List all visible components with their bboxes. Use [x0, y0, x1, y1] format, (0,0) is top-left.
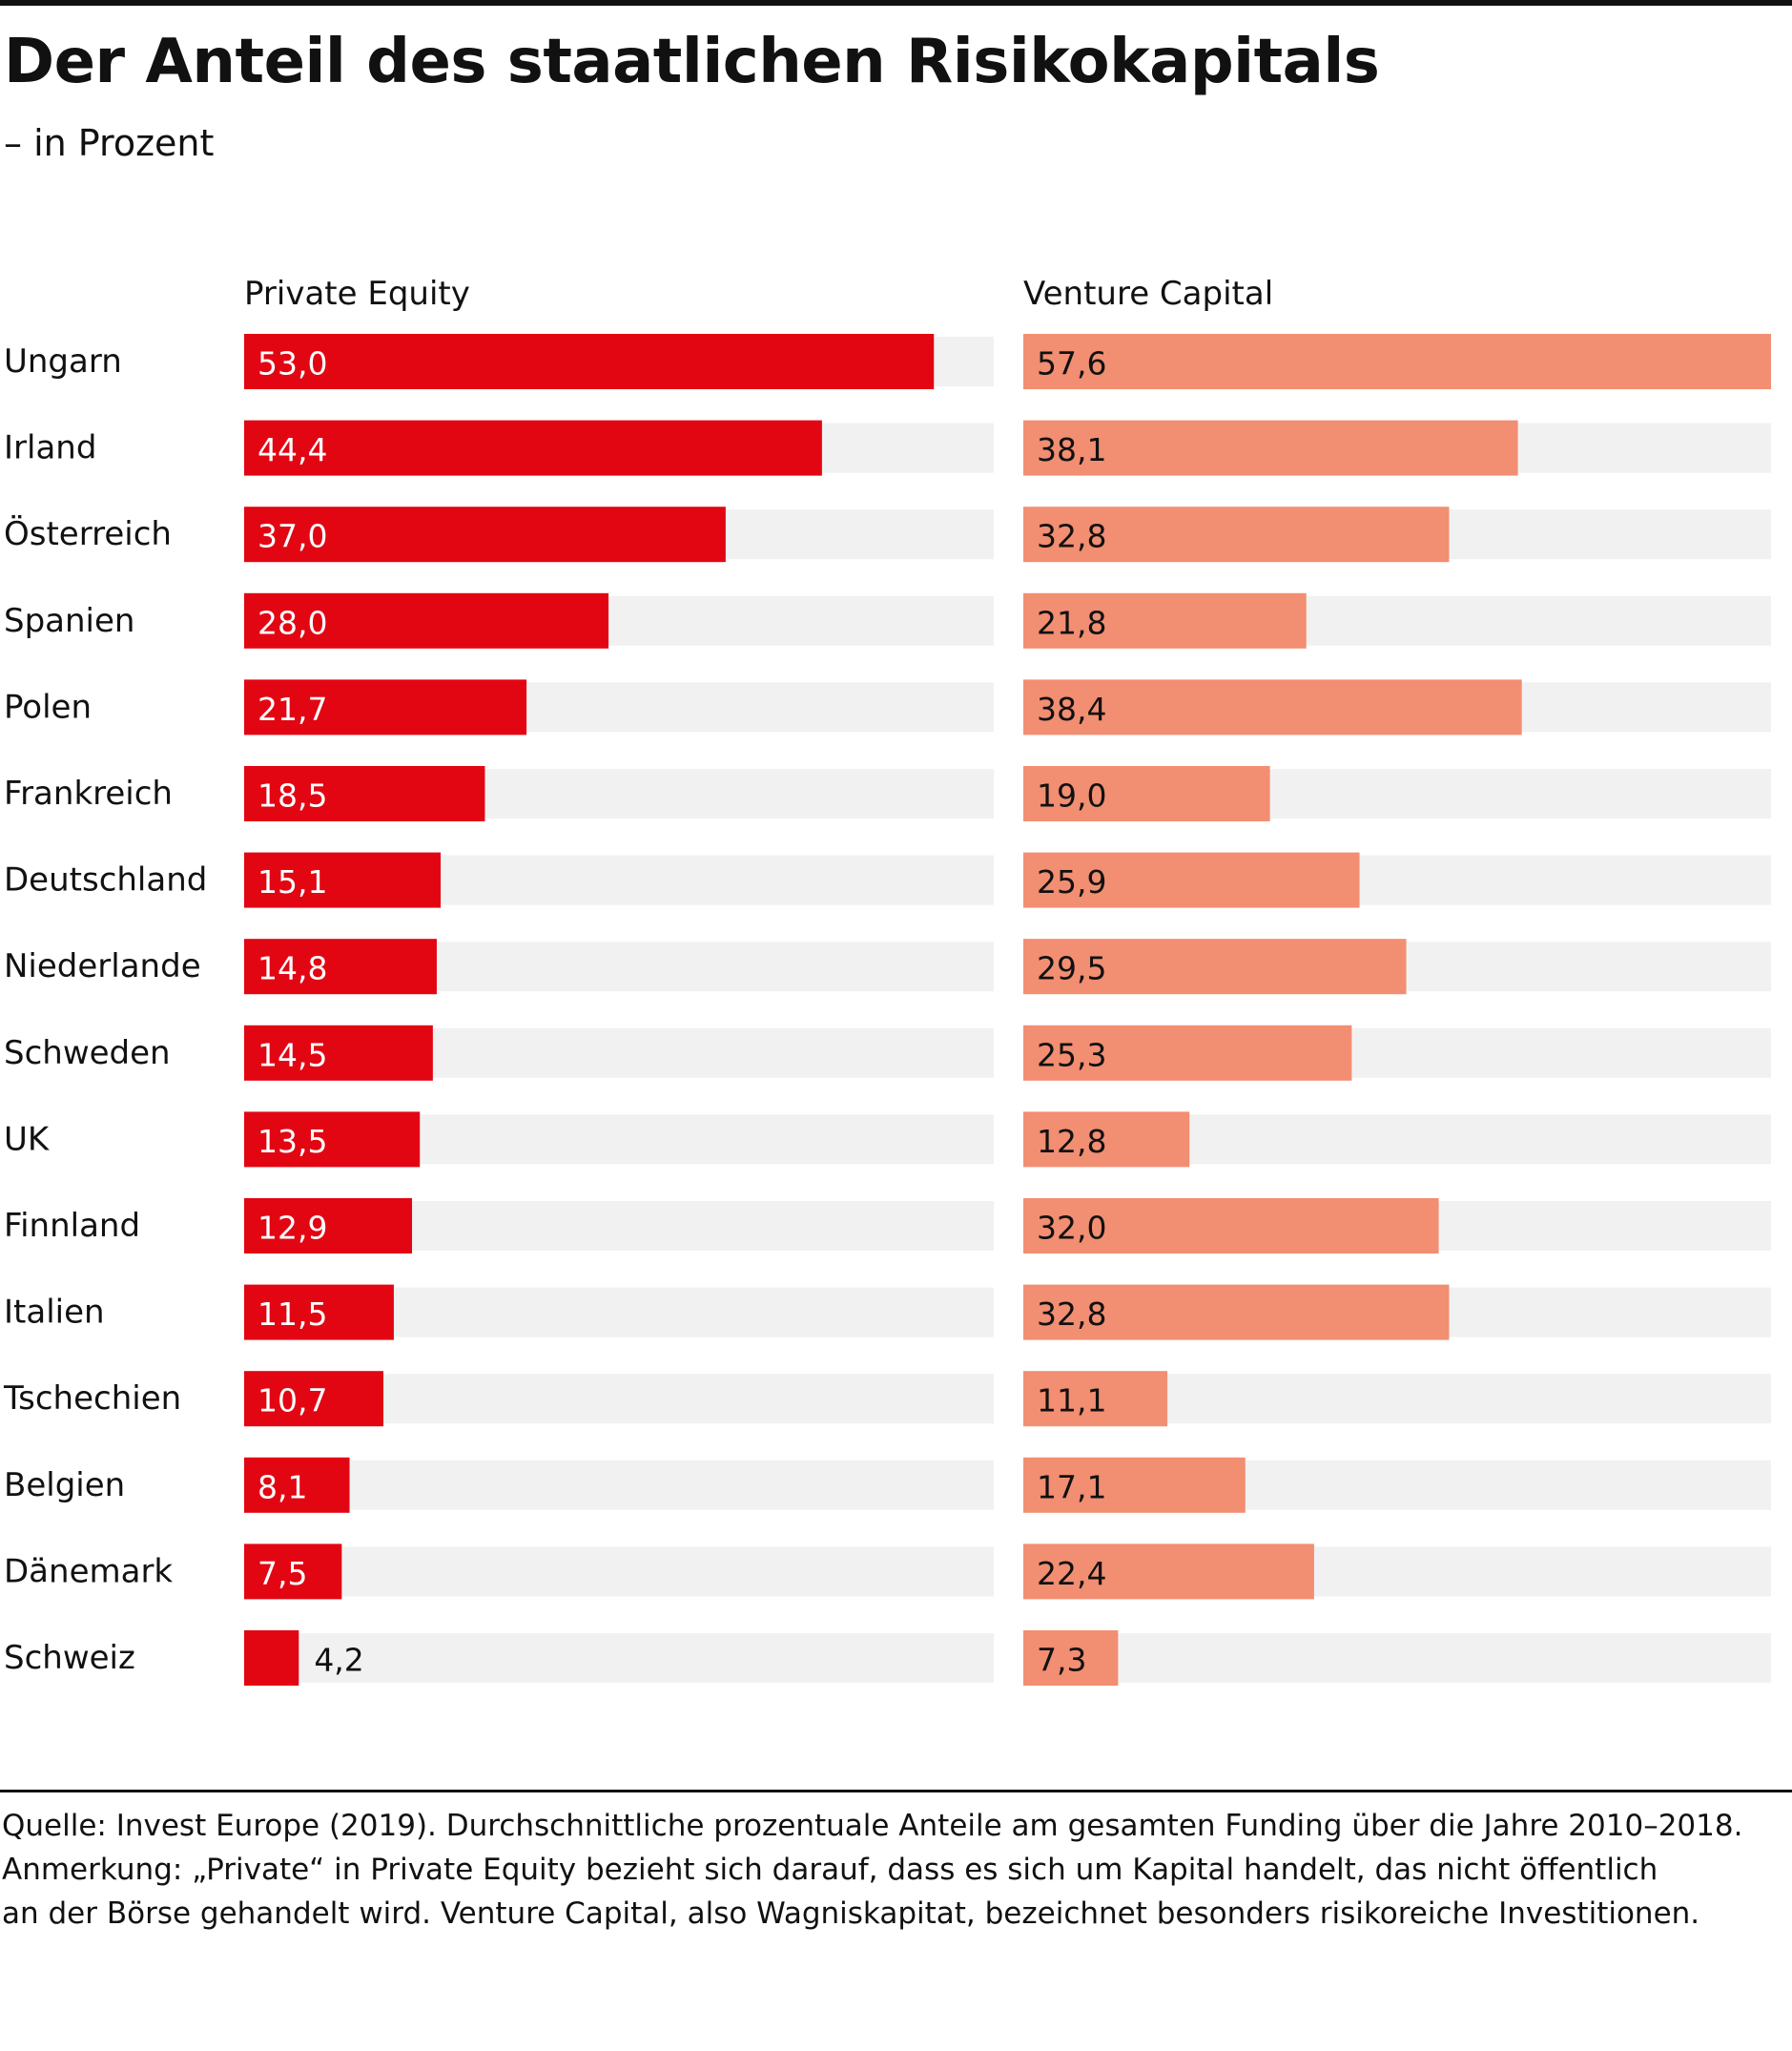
bar-vc-irland [1023, 420, 1518, 476]
bar-pe-italien [244, 1284, 394, 1340]
bar-track-pe-danemark [244, 1546, 994, 1597]
category-label-deutschland: Deutschland [4, 861, 207, 900]
bar-vc-italien [1023, 1284, 1450, 1340]
bar-vc-finnland [1023, 1198, 1439, 1253]
category-label-danemark: Dänemark [4, 1552, 173, 1590]
data-label-pe-deutschland: 15,1 [257, 863, 327, 901]
data-label-vc-finnland: 32,0 [1037, 1210, 1106, 1247]
data-label-vc-irland: 38,1 [1037, 431, 1106, 468]
data-label-pe-spanien: 28,0 [257, 604, 327, 641]
data-label-pe-schweiz: 4,2 [314, 1642, 363, 1679]
data-label-vc-spanien: 21,8 [1037, 604, 1106, 641]
category-label-tschechien: Tschechien [3, 1379, 181, 1418]
bar-vc-deutschland [1023, 852, 1360, 908]
category-label-schweden: Schweden [4, 1034, 171, 1072]
category-label-spanien: Spanien [4, 602, 134, 640]
bar-pe-osterreich [244, 507, 726, 563]
bar-vc-frankreich [1023, 766, 1270, 821]
bar-chart: Ungarn 53,0 57,6 Irland 44,4 38,1 Österreich 37… [3, 334, 1771, 1686]
bar-track-pe-belgien [244, 1460, 994, 1510]
data-label-pe-osterreich: 37,0 [257, 518, 327, 555]
data-label-pe-belgien: 8,1 [257, 1468, 307, 1505]
bar-vc-niederlande [1023, 939, 1407, 995]
data-label-vc-schweden: 25,3 [1037, 1036, 1106, 1073]
data-label-vc-uk: 12,8 [1037, 1123, 1106, 1160]
data-label-pe-finnland: 12,9 [257, 1210, 327, 1247]
bar-pe-ungarn [244, 334, 935, 389]
bar-vc-belgien [1023, 1457, 1246, 1513]
category-label-ungarn: Ungarn [4, 342, 122, 381]
data-label-vc-polen: 38,4 [1037, 691, 1106, 728]
bar-vc-schweiz [1023, 1630, 1119, 1686]
data-label-pe-irland: 44,4 [257, 431, 327, 468]
bar-vc-danemark [1023, 1543, 1314, 1600]
bottom-rule [0, 1790, 1792, 1792]
data-label-vc-belgien: 17,1 [1037, 1468, 1106, 1505]
bar-pe-schweiz [244, 1630, 299, 1686]
data-label-pe-uk: 13,5 [257, 1123, 327, 1160]
chart-subtitle: – in Prozent [4, 122, 215, 164]
bar-pe-frankreich [244, 766, 485, 821]
bar-vc-ungarn [1023, 334, 1771, 389]
bar-vc-spanien [1023, 592, 1307, 649]
category-label-schweiz: Schweiz [4, 1639, 135, 1677]
data-label-vc-schweiz: 7,3 [1037, 1642, 1086, 1679]
bar-pe-danemark [244, 1543, 342, 1600]
category-label-irland: Irland [4, 429, 96, 467]
series-header-venture-capital: Venture Capital [1023, 275, 1274, 313]
data-label-pe-schweden: 14,5 [257, 1036, 327, 1073]
data-label-vc-ungarn: 57,6 [1037, 345, 1106, 383]
bar-vc-schweden [1023, 1025, 1352, 1081]
footer-note-line-1: Anmerkung: „Private“ in Private Equity b… [2, 1853, 1658, 1887]
bar-pe-deutschland [244, 852, 442, 908]
data-label-pe-italien: 11,5 [257, 1295, 327, 1333]
data-label-vc-osterreich: 32,8 [1037, 518, 1106, 555]
category-label-osterreich: Österreich [4, 514, 172, 553]
bar-pe-irland [244, 420, 822, 476]
data-label-vc-italien: 32,8 [1037, 1295, 1106, 1333]
bar-vc-tschechien [1023, 1371, 1168, 1427]
footer-source: Quelle: Invest Europe (2019). Durchschni… [2, 1809, 1743, 1843]
category-label-italien: Italien [4, 1294, 105, 1332]
data-label-pe-polen: 21,7 [257, 691, 327, 728]
data-label-vc-tschechien: 11,1 [1037, 1382, 1106, 1419]
bar-pe-schweden [244, 1025, 433, 1081]
data-label-pe-danemark: 7,5 [257, 1555, 307, 1592]
bar-vc-osterreich [1023, 507, 1450, 563]
bar-pe-tschechien [244, 1371, 384, 1427]
data-label-pe-ungarn: 53,0 [257, 345, 327, 383]
category-label-niederlande: Niederlande [4, 947, 201, 985]
bar-track-vc-schweiz [1023, 1633, 1771, 1683]
footer-note-line-2: an der Börse gehandelt wird. Venture Cap… [2, 1896, 1700, 1931]
bar-vc-polen [1023, 679, 1522, 735]
category-label-frankreich: Frankreich [4, 775, 173, 813]
bar-pe-uk [244, 1111, 421, 1168]
bar-pe-belgien [244, 1457, 350, 1513]
data-label-vc-deutschland: 25,9 [1037, 863, 1106, 901]
bar-pe-polen [244, 679, 527, 735]
category-label-uk: UK [4, 1120, 51, 1158]
bar-pe-spanien [244, 592, 609, 649]
category-label-polen: Polen [4, 688, 92, 726]
bar-vc-uk [1023, 1111, 1190, 1168]
top-rule [0, 0, 1792, 6]
data-label-vc-niederlande: 29,5 [1037, 950, 1106, 987]
data-label-pe-frankreich: 18,5 [257, 777, 327, 815]
chart-title: Der Anteil des staatlichen Risikokapital… [4, 27, 1380, 97]
data-label-vc-frankreich: 19,0 [1037, 777, 1106, 815]
series-header-private-equity: Private Equity [244, 275, 470, 313]
bar-pe-niederlande [244, 939, 437, 995]
data-label-pe-tschechien: 10,7 [257, 1382, 327, 1419]
category-label-belgien: Belgien [4, 1466, 125, 1504]
category-label-finnland: Finnland [4, 1207, 140, 1245]
data-label-vc-danemark: 22,4 [1037, 1555, 1106, 1592]
data-label-pe-niederlande: 14,8 [257, 950, 327, 987]
bar-track-pe-schweiz [244, 1633, 994, 1683]
bar-pe-finnland [244, 1198, 413, 1253]
